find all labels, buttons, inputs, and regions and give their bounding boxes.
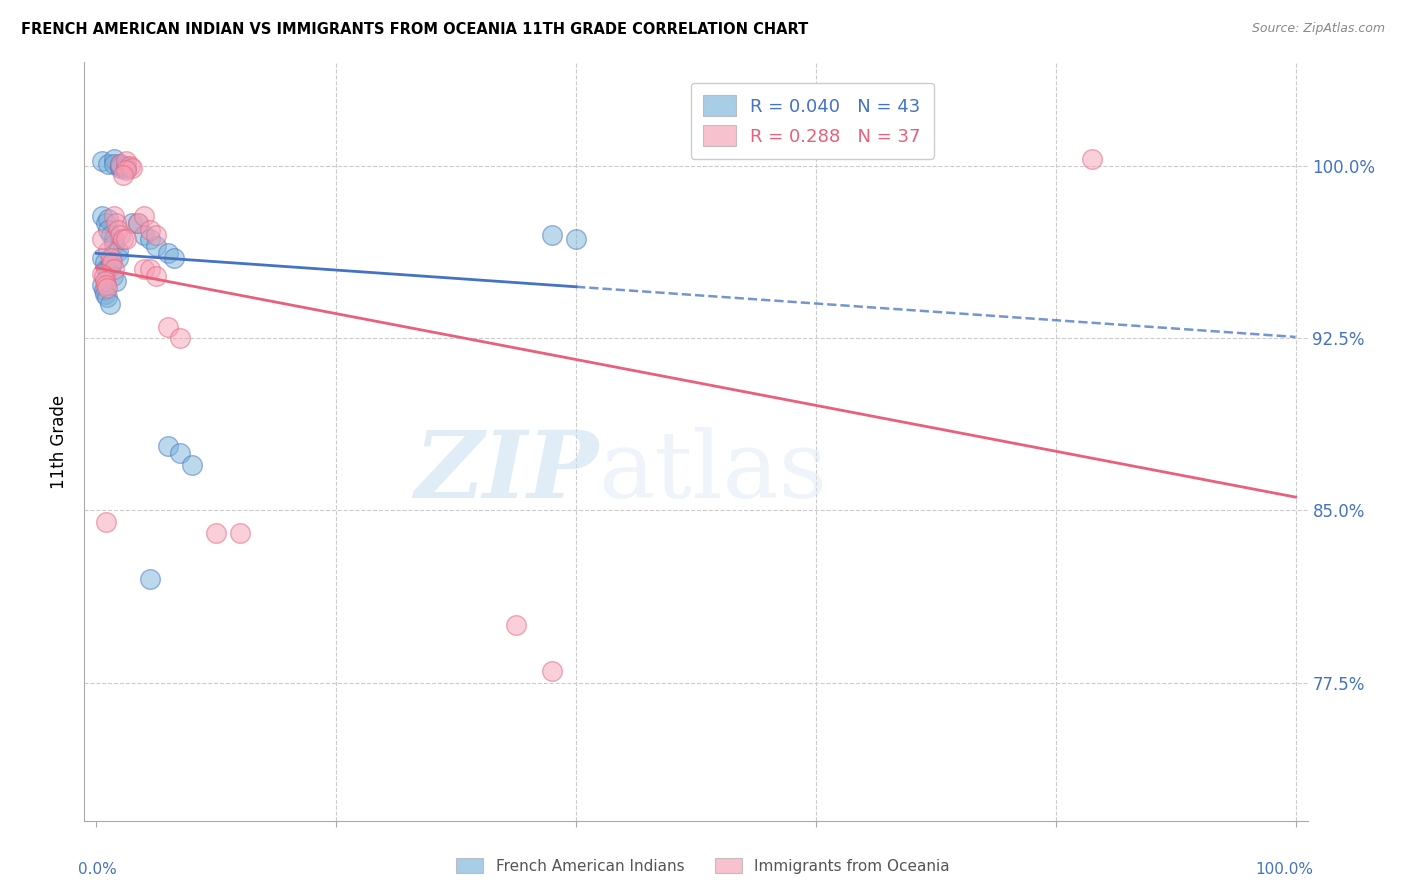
Point bbox=[94, 278, 117, 293]
Point bbox=[93, 269, 115, 284]
Point bbox=[103, 236, 125, 251]
Point bbox=[127, 216, 149, 230]
Point bbox=[107, 251, 129, 265]
Point bbox=[111, 168, 134, 182]
Point bbox=[145, 239, 167, 253]
Point bbox=[93, 283, 115, 297]
Point bbox=[94, 216, 117, 230]
Point bbox=[97, 156, 120, 170]
Point bbox=[163, 251, 186, 265]
Point bbox=[97, 244, 120, 258]
Point bbox=[104, 216, 127, 230]
Point bbox=[98, 296, 121, 310]
Point bbox=[169, 331, 191, 345]
Point bbox=[229, 526, 252, 541]
Point bbox=[103, 152, 125, 166]
Text: FRENCH AMERICAN INDIAN VS IMMIGRANTS FROM OCEANIA 11TH GRADE CORRELATION CHART: FRENCH AMERICAN INDIAN VS IMMIGRANTS FRO… bbox=[21, 22, 808, 37]
Point bbox=[100, 258, 122, 272]
Point bbox=[541, 665, 564, 679]
Point bbox=[101, 255, 124, 269]
Point bbox=[91, 154, 114, 169]
Point bbox=[121, 161, 143, 175]
Point bbox=[157, 439, 180, 453]
Point bbox=[505, 618, 527, 632]
Point bbox=[104, 274, 127, 288]
Point bbox=[91, 267, 114, 281]
Point bbox=[157, 319, 180, 334]
Point bbox=[115, 161, 138, 175]
Point bbox=[94, 515, 117, 529]
Point bbox=[115, 159, 138, 173]
Point bbox=[134, 210, 156, 224]
Point bbox=[145, 269, 167, 284]
Text: 100.0%: 100.0% bbox=[1256, 863, 1313, 878]
Point bbox=[93, 255, 117, 269]
Point bbox=[181, 458, 204, 472]
Point bbox=[96, 280, 118, 294]
Point bbox=[145, 227, 167, 242]
Point bbox=[565, 232, 588, 246]
Text: atlas: atlas bbox=[598, 427, 827, 516]
Point bbox=[115, 232, 138, 246]
Point bbox=[127, 216, 149, 230]
Point bbox=[101, 269, 124, 284]
Point bbox=[103, 210, 125, 224]
Point bbox=[115, 154, 138, 169]
Point bbox=[111, 232, 134, 246]
Text: Source: ZipAtlas.com: Source: ZipAtlas.com bbox=[1251, 22, 1385, 36]
Point bbox=[169, 446, 191, 460]
Point bbox=[103, 262, 125, 277]
Point bbox=[107, 244, 129, 258]
Legend: French American Indians, Immigrants from Oceania: French American Indians, Immigrants from… bbox=[450, 852, 956, 880]
Y-axis label: 11th Grade: 11th Grade bbox=[51, 394, 69, 489]
Point bbox=[100, 251, 122, 265]
Point bbox=[1080, 152, 1102, 166]
Point bbox=[121, 216, 143, 230]
Point bbox=[157, 246, 180, 260]
Point bbox=[139, 223, 162, 237]
Point bbox=[97, 262, 120, 277]
Point bbox=[139, 262, 162, 277]
Point bbox=[139, 232, 162, 246]
Point bbox=[91, 210, 114, 224]
Point bbox=[110, 227, 132, 242]
Point bbox=[115, 163, 138, 178]
Point bbox=[110, 161, 132, 175]
Point bbox=[110, 156, 132, 170]
Point bbox=[93, 287, 117, 301]
Point bbox=[110, 159, 132, 173]
Point bbox=[94, 262, 117, 277]
Point bbox=[103, 232, 125, 246]
Point bbox=[91, 278, 114, 293]
Legend: R = 0.040   N = 43, R = 0.288   N = 37: R = 0.040 N = 43, R = 0.288 N = 37 bbox=[690, 83, 934, 159]
Point bbox=[100, 227, 122, 242]
Point bbox=[134, 262, 156, 277]
Point bbox=[96, 290, 118, 304]
Point bbox=[93, 274, 117, 288]
Point bbox=[139, 573, 162, 587]
Point bbox=[118, 159, 141, 173]
Point bbox=[110, 156, 132, 170]
Point bbox=[205, 526, 228, 541]
Point bbox=[134, 227, 156, 242]
Point bbox=[107, 223, 129, 237]
Text: 0.0%: 0.0% bbox=[79, 863, 117, 878]
Point bbox=[103, 156, 125, 170]
Point bbox=[97, 223, 120, 237]
Point bbox=[97, 211, 120, 226]
Point bbox=[91, 251, 114, 265]
Point bbox=[541, 227, 564, 242]
Text: ZIP: ZIP bbox=[413, 427, 598, 516]
Point bbox=[91, 232, 114, 246]
